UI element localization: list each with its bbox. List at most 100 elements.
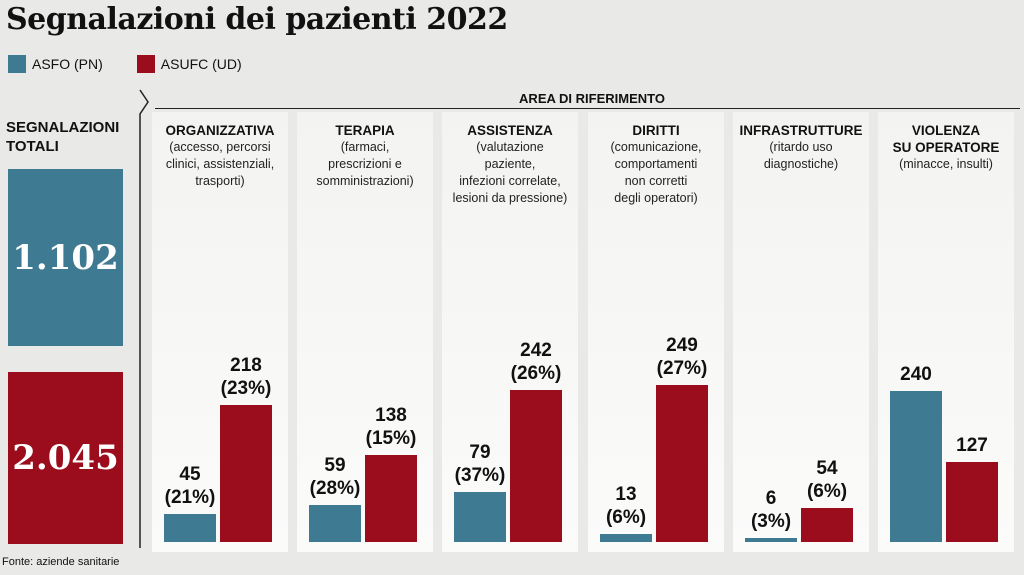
data-label-percent: (6%) [605, 506, 647, 528]
category-title: ASSISTENZA [442, 122, 578, 139]
category-description-line: clinici, assistenziali, [165, 157, 275, 171]
category-description: (accesso, percorsi clinici, assistenziali… [152, 139, 288, 190]
category-description-line: comportamenti [614, 157, 698, 171]
category-column: ASSISTENZA (valutazione paziente, infezioni… [442, 112, 578, 552]
category-description-line: non corretti [624, 174, 688, 188]
category-description: (farmaci, prescrizioni e somministrazioni) [297, 139, 433, 190]
category-description-line: (farmaci, [340, 140, 390, 154]
category-column: ORGANIZZATIVA (accesso, percorsi clinici, … [152, 112, 288, 552]
category-title: DIRITTI [588, 122, 724, 139]
data-label-value: 127 [956, 434, 988, 456]
category-description-line: (ritardo uso [769, 140, 833, 154]
bar-asfo [600, 533, 652, 542]
area-bracket [139, 89, 149, 548]
data-label-value: 79 [469, 442, 491, 464]
category-column: DIRITTI (comunicazione, comportamenti non c… [588, 112, 724, 552]
area-title: AREA DI RIFERIMENTO [519, 91, 665, 106]
data-label-value: 59 [324, 454, 346, 476]
bar-asfo [745, 538, 797, 542]
data-label-percent: (21%) [164, 486, 216, 508]
data-label-asufc: 249 (27%) [637, 334, 727, 380]
data-label-value: 249 [666, 335, 698, 357]
bar-asufc [365, 455, 417, 542]
category-description-line: somministrazioni) [316, 174, 414, 188]
totals-label-line2: TOTALI [6, 138, 59, 155]
data-label-asfo: 59 (28%) [290, 454, 380, 500]
legend-label-asufc: ASUFC (UD) [160, 56, 242, 72]
legend-item-asfo: ASFO (PN) [8, 55, 103, 73]
bar-asufc [801, 507, 853, 542]
data-label-value: 13 [615, 483, 637, 505]
data-label-asufc: 138 (15%) [346, 404, 436, 450]
category-description-line: (minacce, insulti) [899, 157, 993, 171]
category-description-line: degli operatori) [614, 191, 698, 205]
data-label-asufc: 242 (26%) [491, 339, 581, 385]
category-title: TERAPIA [297, 122, 433, 139]
category-title-line: VIOLENZA [911, 123, 981, 138]
bar-asfo [309, 504, 361, 542]
data-label-value: 218 [230, 354, 262, 376]
data-label-asfo: 13 (6%) [581, 483, 671, 529]
data-label-value: 240 [900, 363, 932, 385]
data-label-percent: (26%) [510, 362, 562, 384]
category-title: VIOLENZA SU OPERATORE [878, 122, 1014, 156]
category-description-line: lesioni da pressione) [452, 191, 568, 205]
data-label-value: 6 [765, 488, 777, 509]
data-label-percent: (23%) [220, 377, 272, 399]
category-description-line: (accesso, percorsi [169, 140, 271, 154]
bar-asfo [454, 492, 506, 542]
category-title: INFRASTRUTTURE [733, 122, 869, 139]
data-label-asfo: 79 (37%) [435, 441, 525, 487]
legend-label-asfo: ASFO (PN) [32, 56, 103, 72]
data-label-value: 138 [375, 405, 407, 427]
bar-asufc [946, 462, 998, 542]
bar-asufc [656, 385, 708, 542]
totals-label: SEGNALAZIONI TOTALI [6, 118, 119, 156]
data-label-asufc: 218 (23%) [201, 354, 291, 400]
category-description-line: trasporti) [195, 174, 245, 188]
data-label-percent: (6%) [806, 480, 848, 502]
category-description-line: prescrizioni e [328, 157, 402, 171]
category-description-line: (valutazione [476, 140, 544, 154]
category-description-line: paziente, [484, 157, 536, 171]
category-column: INFRASTRUTTURE (ritardo uso diagnostiche) 6… [733, 112, 869, 552]
category-description: (valutazione paziente, infezioni correlate… [442, 139, 578, 207]
bar-asufc [510, 389, 562, 542]
category-description-line: diagnostiche) [763, 157, 839, 171]
category-column: VIOLENZA SU OPERATORE (minacce, insulti) 24… [878, 112, 1014, 552]
legend: ASFO (PN) ASUFC (UD) [8, 55, 276, 73]
category-title-line: DIRITTI [632, 123, 680, 138]
category-title: ORGANIZZATIVA [152, 122, 288, 139]
category-title-line: ORGANIZZATIVA [165, 123, 275, 138]
data-label-percent: (15%) [365, 428, 417, 450]
bar-asfo [164, 513, 216, 542]
data-label-asfo: 240 [871, 363, 961, 386]
data-label-asufc: 54 (6%) [782, 457, 872, 503]
total-asfo-box: 1.102 [8, 169, 123, 346]
data-label-value: 54 [816, 457, 838, 479]
legend-item-asufc: ASUFC (UD) [136, 55, 242, 73]
category-description-line: (comunicazione, [610, 140, 702, 154]
category-description: (minacce, insulti) [878, 156, 1014, 173]
category-title-line: SU OPERATORE [892, 140, 1000, 155]
bar-asufc [220, 404, 272, 542]
chart-title: Segnalazioni dei pazienti 2022 [6, 2, 508, 37]
total-asufc-box: 2.045 [8, 372, 123, 544]
data-label-value: 45 [179, 463, 201, 485]
data-label-percent: (28%) [309, 477, 361, 499]
data-label-value: 242 [520, 339, 552, 361]
category-column: TERAPIA (farmaci, prescrizioni e somministr… [297, 112, 433, 552]
area-divider [155, 108, 1020, 109]
category-title-line: INFRASTRUTTURE [739, 123, 863, 138]
data-label-percent: (37%) [454, 465, 506, 487]
data-label-asfo: 45 (21%) [145, 463, 235, 509]
category-description-line: infezioni correlate, [459, 174, 561, 188]
data-label-percent: (27%) [656, 358, 708, 380]
totals-label-line1: SEGNALAZIONI [6, 119, 120, 136]
data-label-asufc: 127 [927, 434, 1017, 457]
category-description: (ritardo uso diagnostiche) [733, 139, 869, 173]
data-label-asfo: 6 (3%) [726, 487, 816, 533]
legend-swatch-asufc [136, 55, 155, 73]
data-label-percent: (3%) [750, 511, 792, 532]
category-title-line: ASSISTENZA [467, 123, 553, 138]
